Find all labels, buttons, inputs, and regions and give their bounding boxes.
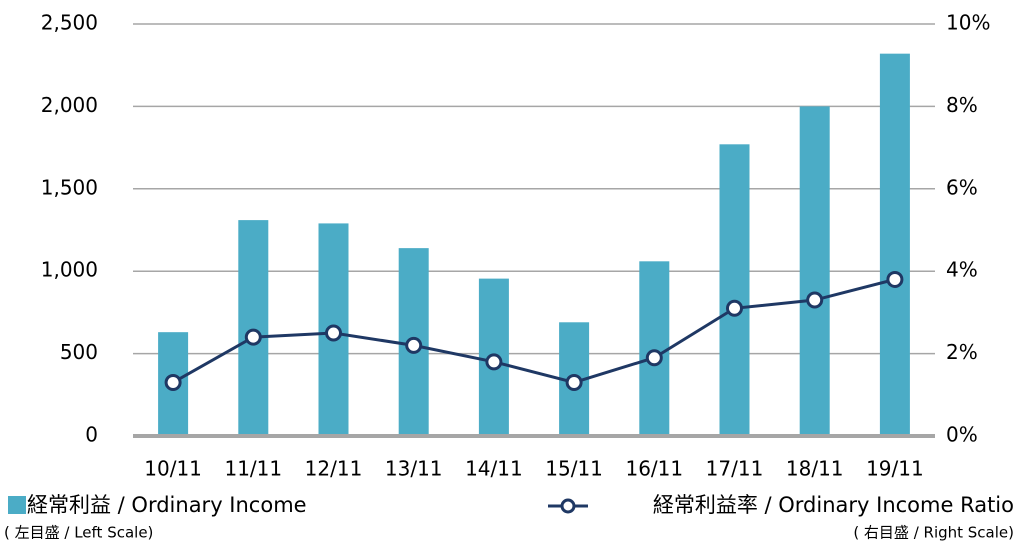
line-marker bbox=[726, 299, 743, 317]
x-tick-label: 14/11 bbox=[465, 457, 523, 481]
x-tick-label: 16/11 bbox=[625, 457, 683, 481]
y2-tick-label: 6% bbox=[946, 175, 978, 199]
y2-tick-label: 10% bbox=[946, 11, 990, 35]
y2-tick-label: 0% bbox=[946, 423, 978, 447]
line-marker bbox=[806, 291, 824, 309]
x-tick-label: 15/11 bbox=[545, 457, 603, 481]
legend-note: ( 左目盛 / Left Scale) bbox=[4, 524, 153, 542]
legend-marker bbox=[560, 498, 576, 514]
bar bbox=[238, 220, 269, 436]
line-marker bbox=[485, 353, 503, 371]
line-marker bbox=[645, 349, 663, 367]
y-tick-label: 1,500 bbox=[41, 175, 98, 199]
x-tick-label: 18/11 bbox=[786, 457, 844, 481]
bar bbox=[639, 261, 670, 436]
line-marker bbox=[886, 270, 904, 288]
x-tick-label: 12/11 bbox=[305, 457, 363, 481]
y-tick-label: 0 bbox=[85, 423, 98, 447]
line-marker bbox=[164, 373, 182, 391]
y2-tick-label: 8% bbox=[946, 93, 978, 117]
x-tick-label: 13/11 bbox=[385, 457, 443, 481]
y-tick-label: 1,000 bbox=[41, 258, 98, 282]
y-tick-label: 2,500 bbox=[41, 11, 98, 35]
bar bbox=[799, 106, 830, 437]
line-marker bbox=[565, 373, 583, 391]
line bbox=[172, 277, 896, 384]
line-marker bbox=[405, 336, 423, 354]
bar bbox=[879, 53, 910, 436]
line-marker bbox=[325, 324, 342, 342]
x-tick-label: 10/11 bbox=[144, 457, 202, 481]
legend-swatch bbox=[8, 496, 26, 514]
legend-note: ( 右目盛 / Right Scale) bbox=[853, 524, 1014, 542]
y-tick-label: 2,000 bbox=[41, 93, 98, 117]
y-tick-label: 500 bbox=[60, 340, 98, 364]
legend-label: 経常利益率 / Ordinary Income Ratio bbox=[653, 493, 1014, 517]
line-marker bbox=[244, 328, 262, 346]
y2-tick-label: 2% bbox=[946, 340, 978, 364]
x-tick-label: 11/11 bbox=[224, 457, 282, 481]
bar bbox=[719, 144, 750, 436]
y2-tick-label: 4% bbox=[946, 258, 978, 282]
x-tick-label: 19/11 bbox=[866, 457, 924, 481]
x-tick-label: 17/11 bbox=[706, 457, 764, 481]
legend-label: 経常利益 / Ordinary Income bbox=[27, 493, 307, 517]
